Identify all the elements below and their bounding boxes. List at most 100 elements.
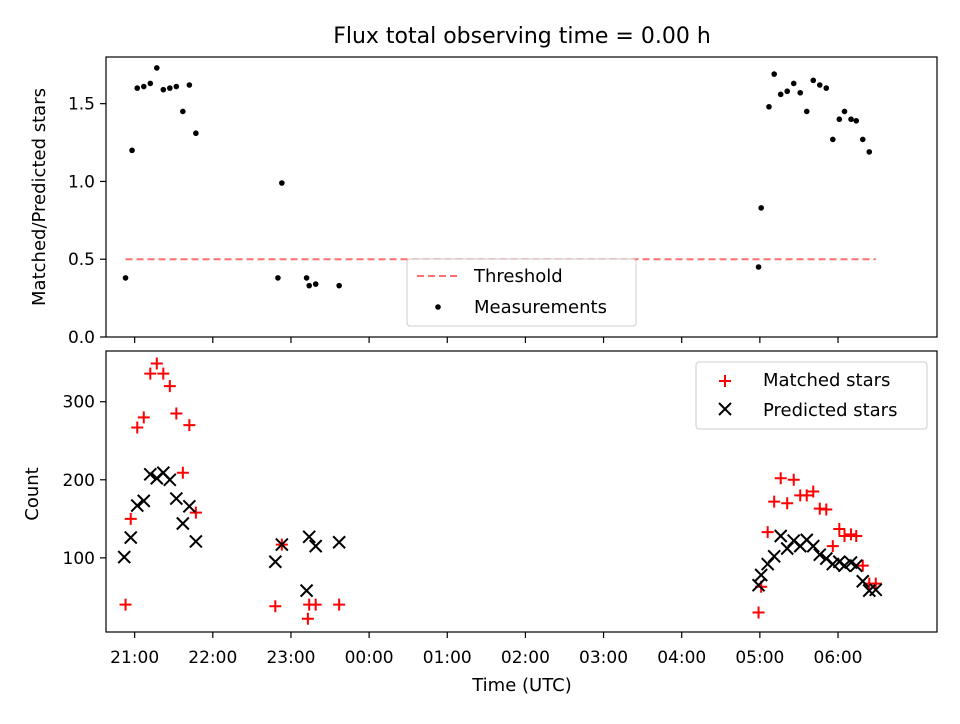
top-ytick-label: 0.0	[68, 328, 95, 348]
matched-star-point	[781, 497, 794, 510]
predicted-star-point	[182, 499, 197, 514]
predicted-star-point	[751, 578, 766, 592]
matched-star-point	[787, 473, 800, 486]
top-panel: 0.0 0.5 1.0 1.5 Matched/Predicted stars Thr…	[29, 56, 938, 348]
measurement-point	[866, 149, 873, 155]
matched-star-point	[807, 485, 820, 498]
measurement-point	[312, 281, 319, 287]
xtick-label: 23:00	[266, 648, 315, 668]
predicted-star-point	[767, 549, 781, 563]
legend-matched-swatch	[719, 375, 731, 387]
predicted-star-point	[856, 574, 870, 588]
measurement-point	[841, 108, 848, 115]
xtick-label: 02:00	[501, 648, 550, 668]
predicted-star-point	[268, 555, 283, 569]
xtick-label: 03:00	[579, 648, 628, 668]
measurement-point	[306, 282, 312, 289]
measurement-point	[853, 117, 860, 124]
xtick-label: 06:00	[814, 648, 863, 668]
measurement-point	[803, 108, 810, 115]
measurement-point	[147, 80, 154, 87]
bottom-ytick-label: 300	[63, 393, 95, 413]
predicted-star-point	[143, 467, 157, 482]
matched-star-point	[774, 472, 787, 485]
matched-star-point	[269, 600, 282, 613]
measurement-point	[140, 83, 147, 90]
matched-star-point	[124, 512, 137, 525]
xtick-label: 22:00	[188, 648, 237, 668]
measurement-point	[797, 89, 804, 96]
predicted-star-point	[813, 548, 827, 562]
top-ytick-label: 1.5	[68, 95, 95, 115]
measurement-point	[816, 82, 823, 88]
bottom-ticks: 21:00 22:00 23:00 00:00 01:00 02:00 03:00 04:00…	[63, 393, 863, 668]
measurement-point	[771, 71, 777, 77]
predicted-star-point	[332, 535, 346, 549]
predicted-star-point	[124, 530, 138, 545]
xtick-label: 05:00	[735, 648, 784, 668]
predicted-star-point	[176, 516, 190, 531]
predicted-star-point	[806, 539, 820, 553]
matched-star-point	[309, 598, 322, 611]
bottom-ylabel: Count	[22, 467, 43, 520]
predicted-star-point	[189, 534, 203, 549]
matched-star-point	[301, 612, 314, 625]
matched-star-point	[183, 419, 196, 432]
matched-star-point	[131, 421, 144, 434]
predicted-star-point	[849, 558, 863, 573]
predicted-star-point	[117, 550, 131, 564]
bottom-panel: 21:00 22:00 23:00 00:00 01:00 02:00 03:00 04:00…	[22, 350, 938, 696]
matched-star-point	[137, 411, 150, 424]
measurement-point	[153, 65, 160, 71]
matched-star-point	[800, 489, 813, 502]
bottom-legend-box	[695, 361, 928, 430]
bottom-legend: Matched stars Predicted stars	[695, 361, 928, 430]
matched-star-point	[752, 606, 765, 619]
matched-star-point	[157, 367, 170, 380]
bottom-axes-frame	[105, 350, 938, 633]
legend-predicted-swatch	[718, 402, 732, 416]
predicted-star-point	[130, 498, 144, 513]
measurement-point	[829, 136, 836, 143]
predicted-star-point	[169, 491, 184, 506]
top-ylabel: Matched/Predicted stars	[29, 88, 50, 306]
measurement-point	[173, 83, 180, 90]
legend-matched-label: Matched stars	[763, 370, 890, 391]
measurement-point	[180, 108, 186, 115]
measurement-point	[129, 147, 135, 154]
figure-title: Flux total observing time = 0.00 h	[333, 24, 711, 49]
top-legend-box	[406, 258, 637, 327]
matched-star-point	[845, 528, 858, 541]
measurement-point	[122, 275, 129, 281]
top-legend: Threshold Measurements	[406, 258, 637, 327]
measurement-point	[193, 130, 199, 137]
matched-star-point	[163, 380, 176, 393]
measurement-point	[784, 88, 791, 95]
bottom-xlabel: Time (UTC)	[471, 675, 572, 696]
predicted-star-point	[299, 583, 314, 598]
matched-star-point	[768, 495, 781, 508]
measurement-point	[758, 205, 764, 211]
measurement-point	[766, 103, 772, 110]
legend-measurements-label: Measurements	[474, 297, 607, 318]
xtick-label: 04:00	[657, 648, 706, 668]
matched-star-point	[856, 559, 869, 572]
matched-star-point	[838, 529, 851, 542]
measurement-point	[836, 116, 843, 123]
matched-star-point	[850, 529, 863, 542]
predicted-star-point	[302, 530, 316, 544]
legend-predicted-label: Predicted stars	[763, 400, 897, 421]
predicted-star-point	[869, 583, 883, 597]
measurement-point	[790, 80, 797, 87]
bottom-ytick-label: 100	[63, 549, 95, 569]
xtick-label: 01:00	[423, 648, 472, 668]
legend-measurements-swatch	[435, 304, 441, 310]
matched-star-point	[869, 577, 882, 590]
matched-star-point	[144, 367, 157, 380]
top-ytick-label: 1.0	[68, 172, 95, 192]
legend-threshold-label: Threshold	[473, 266, 563, 287]
matched-star-point	[820, 503, 833, 516]
matched-star-point	[761, 526, 774, 539]
bottom-marks	[117, 357, 883, 625]
